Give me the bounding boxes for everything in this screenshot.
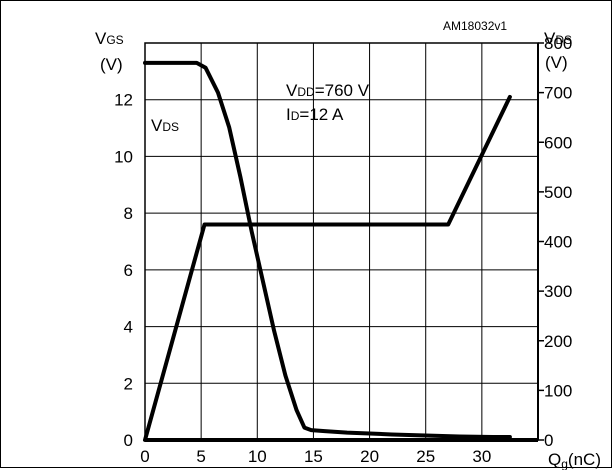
condition-id: ID=12 A [286,105,344,124]
vds-series-label-sub: DS [162,120,179,134]
x-tick-label: 15 [304,447,323,466]
vds-curve [143,60,512,439]
left-y-tick-label: 0 [124,431,133,450]
x-tick-label: 30 [472,447,491,466]
right-y-label-sub: DS [555,33,572,47]
condition-id-sub: D [291,109,300,123]
left-y-tick-label: 10 [114,147,133,166]
plot-area [144,42,539,441]
left-y-label-sub: GS [106,33,123,47]
left-y-tick-label: 2 [124,374,133,393]
figure-reference-code: AM18032v1 [443,19,507,33]
right-y-tick-label: 100 [544,381,572,400]
right-y-tick-labels: 0 100 200 300 400 500 600 700 800 [538,34,572,450]
x-tick-label: 0 [140,447,149,466]
right-y-label-main: V [544,29,556,48]
x-tick-label: 25 [416,447,435,466]
left-y-label-main: V [95,29,107,48]
left-y-axis-unit: (V) [100,55,123,74]
vds-series-label: VDS [151,116,179,135]
right-y-tick-label: 300 [544,282,572,301]
vds-series-label-main: V [151,116,163,135]
left-y-tick-label: 6 [124,261,133,280]
condition-vdd-sub: DD [297,85,315,99]
x-axis-label: Qg(nC) [548,450,601,470]
left-y-tick-label: 8 [124,204,133,223]
left-y-axis-label: VGS [95,29,124,48]
left-y-tick-labels: 0 2 4 6 8 10 12 [114,91,133,450]
x-tick-label: 5 [196,447,205,466]
x-tick-label: 20 [360,447,379,466]
condition-vdd-value: =760 V [315,81,370,100]
right-y-tick-label: 500 [544,183,572,202]
grid [145,43,538,440]
x-tick-labels: 0 5 10 15 20 25 30 [140,447,491,466]
right-y-tick-label: 0 [544,431,553,450]
right-y-tick-label: 400 [544,233,572,252]
vgs-curve [143,94,512,442]
right-y-tick-label: 700 [544,84,572,103]
series-group [143,60,512,442]
right-y-tick-label: 600 [544,133,572,152]
right-y-axis-unit: (V) [545,53,568,72]
condition-id-main: I [286,105,291,124]
right-y-tick-label: 800 [544,34,572,53]
x-label-main: Q [548,450,561,469]
left-y-tick-label: 4 [124,318,133,337]
right-y-tick-label: 200 [544,332,572,351]
x-label-sub: g [561,457,568,470]
condition-vdd-main: V [286,81,298,100]
x-label-unit: (nC) [568,450,601,469]
x-tick-label: 10 [248,447,267,466]
condition-id-value: =12 A [299,105,344,124]
right-y-axis-label: VDS [544,29,572,48]
left-y-tick-label: 12 [114,91,133,110]
condition-vdd: VDD=760 V [286,81,370,100]
